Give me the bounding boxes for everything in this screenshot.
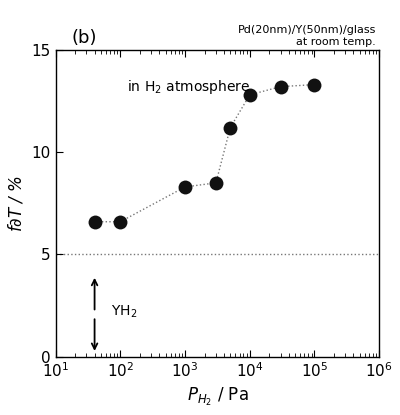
Text: (b): (b) (72, 29, 97, 47)
Point (278, 83, 284, 90)
Y-axis label: $f\partial T$ / %: $f\partial T$ / % (7, 175, 26, 232)
Point (246, 92, 253, 98)
Point (213, 180, 219, 186)
Point (182, 183, 188, 190)
Point (311, 81, 318, 88)
Text: Pd(20nm)/Y(50nm)/glass
at room temp.: Pd(20nm)/Y(50nm)/glass at room temp. (238, 25, 376, 47)
Point (227, 124, 234, 131)
Text: YH$_2$: YH$_2$ (111, 304, 138, 320)
Text: in H$_2$ atmosphere: in H$_2$ atmosphere (127, 78, 250, 95)
Point (117, 218, 124, 225)
X-axis label: $P_{H_2}$ / Pa: $P_{H_2}$ / Pa (186, 386, 248, 408)
Point (91, 218, 98, 225)
